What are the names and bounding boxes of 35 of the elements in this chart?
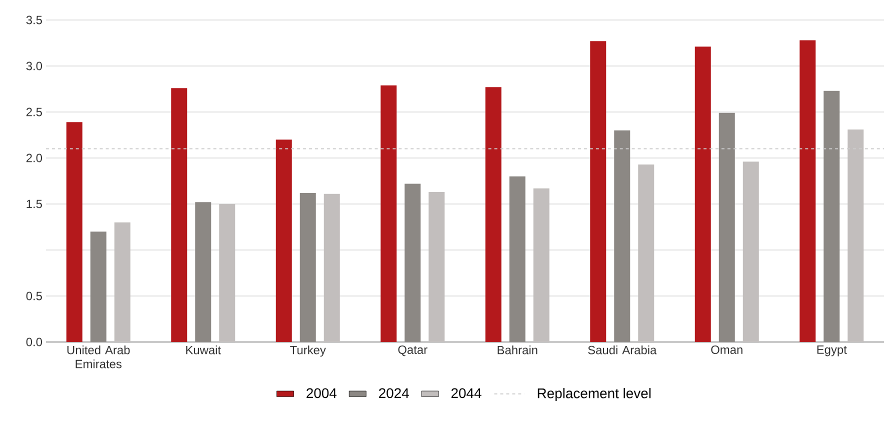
x-tick-label: Turkey xyxy=(290,346,326,357)
y-tick-label: 0.5 xyxy=(26,292,42,300)
y-tick-label: 1.5 xyxy=(26,200,42,208)
y-tick-label: 3.0 xyxy=(26,62,42,70)
x-tick-label: Kuwait xyxy=(186,346,221,354)
y-tick-label: 0.0 xyxy=(26,338,42,346)
bar xyxy=(638,164,654,342)
bar xyxy=(742,162,759,342)
x-tick-label: Qatar xyxy=(398,346,428,356)
x-tick-label: Saudi Arabia xyxy=(588,346,657,354)
bar xyxy=(694,46,711,342)
legend-label: Replacement level xyxy=(538,388,651,402)
bar xyxy=(324,194,340,342)
x-tick-label: Egypt xyxy=(817,346,847,356)
bar xyxy=(533,188,550,342)
legend-label: 2004 xyxy=(306,388,337,398)
y-tick-label: 2.5 xyxy=(26,108,42,116)
bar xyxy=(800,40,816,342)
x-tick-label: Bahrain xyxy=(498,346,538,354)
bar xyxy=(66,122,82,342)
bar xyxy=(276,140,292,342)
bar xyxy=(590,41,606,342)
bar xyxy=(114,222,130,342)
legend-label: 2024 xyxy=(379,388,409,398)
y-tick-label: 2.0 xyxy=(26,154,42,162)
bar xyxy=(485,87,502,342)
bar xyxy=(219,204,236,342)
y-tick-label: 3.5 xyxy=(26,16,42,24)
bar xyxy=(380,85,397,342)
bar xyxy=(848,129,864,342)
legend-label: 2044 xyxy=(451,388,482,398)
x-tick-label: United Arab Emirates xyxy=(67,346,130,368)
bar xyxy=(428,192,445,342)
x-tick-label: Oman xyxy=(711,346,742,354)
bar xyxy=(171,88,188,342)
